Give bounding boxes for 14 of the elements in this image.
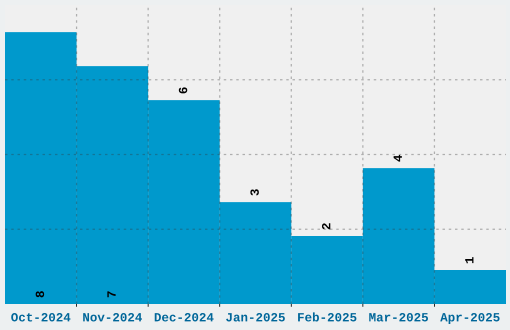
data-label: 6 (178, 87, 188, 94)
x-tick-label: Feb-2025 (298, 312, 356, 322)
x-tick-label: Dec-2024 (154, 313, 214, 322)
x-tick-label: Jan-2025 (226, 313, 285, 322)
data-label: 8 (36, 291, 44, 298)
x-tick-label: Apr-2025 (440, 313, 500, 324)
data-label: 1 (465, 257, 474, 264)
data-label: 3 (250, 189, 259, 196)
x-tick-label: Oct-2024 (11, 313, 70, 322)
data-label: 2 (322, 223, 330, 230)
data-label: 4 (394, 154, 402, 162)
x-tick-label: Nov-2024 (83, 313, 142, 322)
data-label: 7 (107, 291, 116, 298)
x-tick-label: Mar-2025 (369, 313, 428, 322)
